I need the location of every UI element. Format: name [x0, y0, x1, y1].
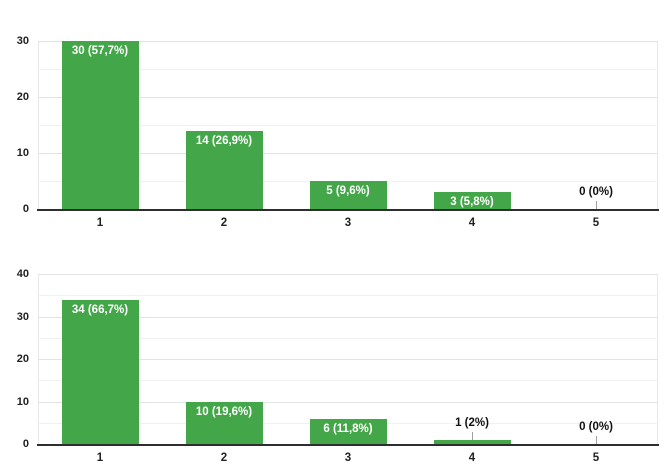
bar-value-label: 5 (9,6%): [326, 185, 370, 197]
major-gridline: [38, 401, 658, 403]
bar-category-4: [433, 192, 511, 209]
survey-chart-bottom: 0 10 20 30 40 34 (66,7%) 1 10 (19,6%) 2 6 (11,8%)…: [0, 237, 671, 475]
bar-value-label: 14 (26,9%): [195, 134, 253, 147]
x-tick-label: 2: [220, 217, 228, 229]
minor-gridline: [38, 295, 658, 297]
minor-gridline: [38, 125, 658, 126]
bar-category-2: [185, 130, 263, 209]
minor-gridline: [38, 69, 658, 70]
bar-value-label: 0 (0%): [579, 421, 613, 433]
bar-category-3: [309, 418, 387, 444]
bar-value-label: 10 (19,6%): [195, 405, 253, 418]
y-tick-label: 20: [16, 353, 29, 365]
bar-value-label: 34 (66,7%): [71, 303, 129, 316]
y-tick-label: 20: [16, 91, 29, 103]
x-tick-label: 2: [220, 452, 228, 464]
value-label-leader-line: [472, 431, 473, 440]
bar-value-label: 0 (0%): [579, 186, 613, 198]
bar-category-1: [61, 41, 139, 209]
y-tick-label: 40: [16, 268, 29, 280]
bar-category-2: [185, 401, 263, 444]
x-tick-label: 3: [344, 452, 352, 464]
x-tick-label: 4: [468, 217, 476, 229]
x-tick-label: 4: [468, 452, 476, 464]
x-tick-label: 1: [96, 452, 104, 464]
y-tick-label: 30: [16, 310, 29, 323]
y-tick-label: 10: [16, 147, 29, 159]
x-tick-label: 5: [592, 452, 600, 464]
survey-chart-top: 0 10 20 30 30 (57,7%) 1 14 (26,9%) 2 5 (9,6%) 3 3 …: [0, 0, 671, 237]
value-label-leader-line: [596, 436, 597, 444]
value-label-leader-line: [596, 201, 597, 209]
bar-value-label: 1 (2%): [455, 416, 489, 429]
major-gridline: [38, 316, 658, 318]
x-tick-label: 5: [592, 217, 600, 229]
bar-category-4: [433, 439, 511, 444]
y-tick-label: 0: [22, 203, 29, 215]
x-axis-line: [37, 444, 659, 446]
y-tick-label: 30: [16, 35, 29, 47]
major-gridline: [38, 153, 658, 154]
minor-gridline: [38, 380, 658, 382]
bar-category-1: [61, 299, 139, 444]
bar-value-label: 30 (57,7%): [71, 45, 129, 57]
minor-gridline: [38, 337, 658, 339]
major-gridline: [38, 359, 658, 360]
bar-value-label: 6 (11,8%): [323, 422, 373, 435]
y-tick-label: 10: [16, 395, 29, 408]
x-axis-line: [37, 209, 659, 211]
bar-category-3: [309, 181, 387, 209]
x-tick-label: 3: [344, 217, 352, 229]
bar-value-label: 3 (5,8%): [450, 196, 494, 209]
major-gridline: [38, 97, 658, 98]
x-tick-label: 1: [96, 217, 104, 229]
y-tick-label: 0: [22, 438, 29, 450]
